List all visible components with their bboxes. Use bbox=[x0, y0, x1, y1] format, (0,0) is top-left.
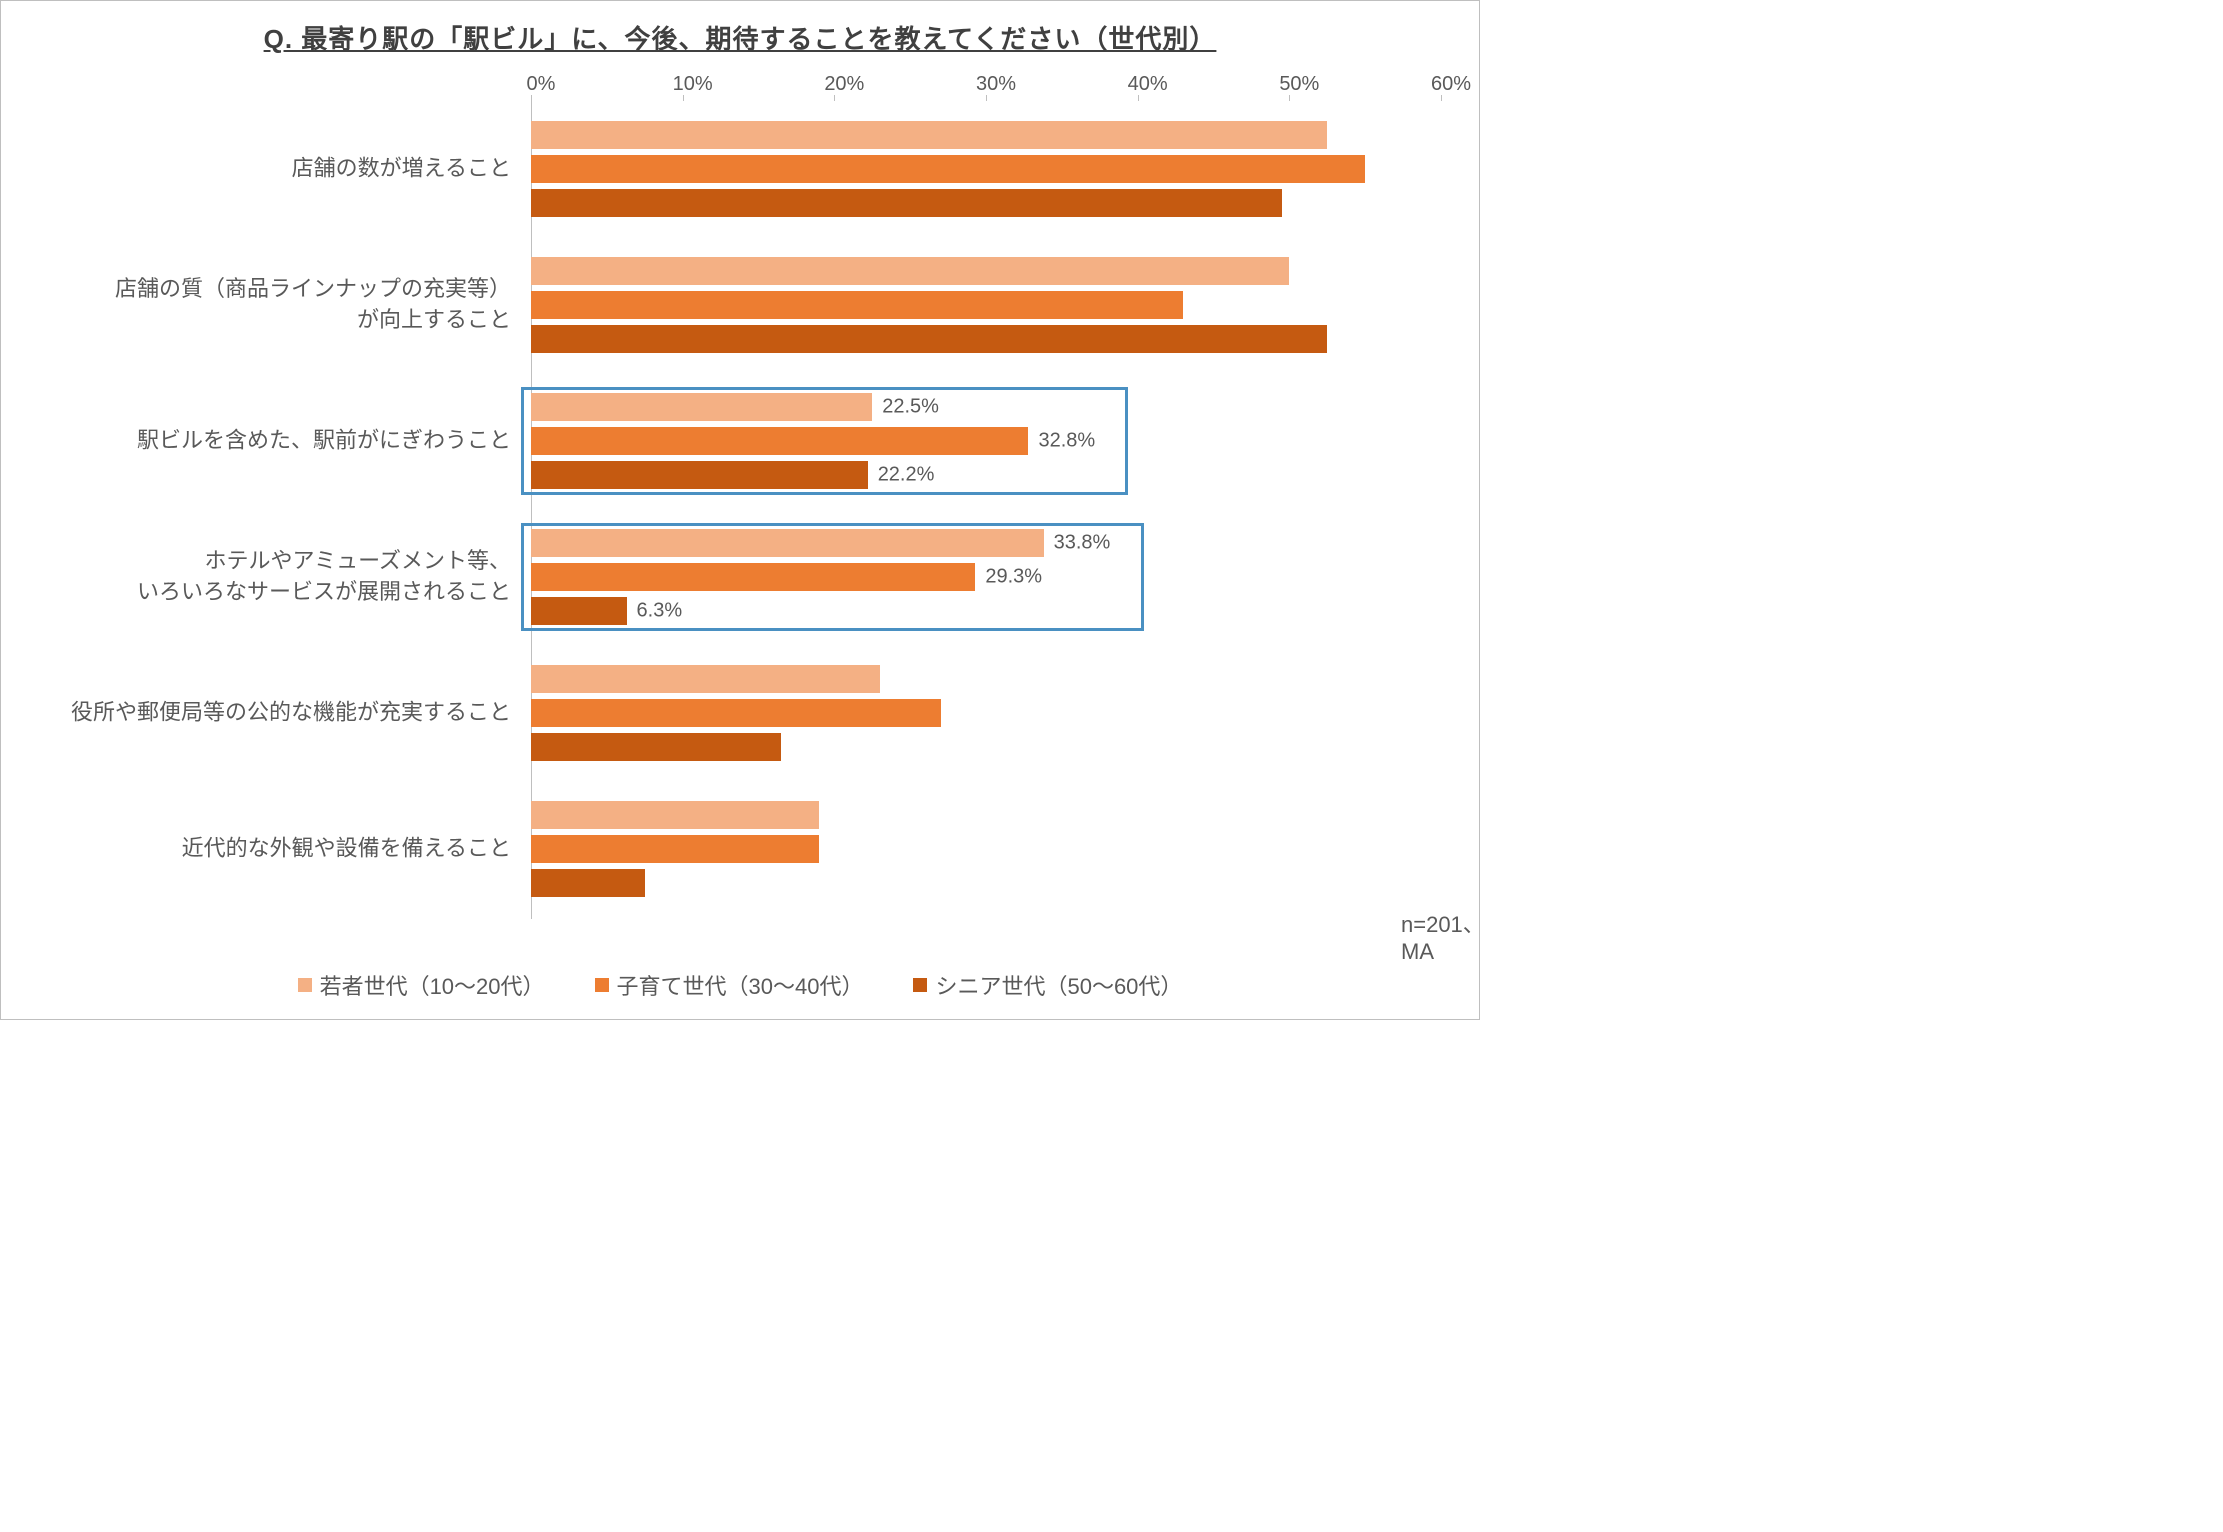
category-row: 駅ビルを含めた、駅前がにぎわうこと 22.5% 32.8% 22.2% bbox=[41, 373, 1439, 509]
legend-swatch bbox=[595, 978, 609, 992]
bar-group: 22.5% 32.8% 22.2% bbox=[531, 373, 1441, 509]
chart-frame: Q. 最寄り駅の「駅ビル」に、今後、期待することを教えてください（世代別） 0%… bbox=[0, 0, 1480, 1020]
category-label: 駅ビルを含めた、駅前がにぎわうこと bbox=[41, 426, 511, 457]
bar bbox=[531, 121, 1327, 149]
bar bbox=[531, 189, 1282, 217]
x-tick-label: 0% bbox=[511, 73, 571, 97]
x-tick-label: 30% bbox=[966, 73, 1026, 97]
bar bbox=[531, 597, 627, 625]
bar-group bbox=[531, 101, 1441, 237]
legend-label: 若者世代（10～20代） bbox=[320, 969, 545, 1001]
category-label: 店舗の質（商品ラインナップの充実等） が向上すること bbox=[41, 274, 511, 336]
legend-item: シニア世代（50～60代） bbox=[913, 969, 1182, 1001]
bar-group: 33.8% 29.3% 6.3% bbox=[531, 509, 1441, 645]
bar bbox=[531, 257, 1289, 285]
bar-group bbox=[531, 781, 1441, 917]
legend-swatch bbox=[298, 978, 312, 992]
bar-value-label: 22.5% bbox=[882, 396, 939, 419]
bar bbox=[531, 155, 1365, 183]
bar bbox=[531, 563, 975, 591]
bar bbox=[531, 291, 1183, 319]
legend-label: シニア世代（50～60代） bbox=[935, 969, 1182, 1001]
chart-area: 0%10%20%30%40%50%60%店舗の数が増えること店舗の質（商品ライン… bbox=[41, 71, 1439, 949]
plot-area: 0%10%20%30%40%50%60%店舗の数が増えること店舗の質（商品ライン… bbox=[41, 101, 1439, 919]
category-row: ホテルやアミューズメント等、 いろいろなサービスが展開されること 33.8% 29.… bbox=[41, 509, 1439, 645]
bar bbox=[531, 699, 941, 727]
x-tick-label: 20% bbox=[814, 73, 874, 97]
bar-value-label: 29.3% bbox=[985, 566, 1042, 589]
x-tick-label: 10% bbox=[663, 73, 723, 97]
category-row: 役所や郵便局等の公的な機能が充実すること bbox=[41, 645, 1439, 781]
bar bbox=[531, 529, 1044, 557]
sample-size-note: n=201、MA bbox=[1401, 907, 1485, 965]
bar bbox=[531, 801, 819, 829]
category-label: 役所や郵便局等の公的な機能が充実すること bbox=[41, 698, 511, 729]
bar bbox=[531, 869, 645, 897]
category-row: 近代的な外観や設備を備えること bbox=[41, 781, 1439, 917]
bar bbox=[531, 665, 880, 693]
bar bbox=[531, 427, 1028, 455]
bar bbox=[531, 393, 872, 421]
bar bbox=[531, 835, 819, 863]
legend-label: 子育て世代（30～40代） bbox=[617, 969, 864, 1001]
category-row: 店舗の数が増えること bbox=[41, 101, 1439, 237]
chart-title: Q. 最寄り駅の「駅ビル」に、今後、期待することを教えてください（世代別） bbox=[1, 19, 1479, 56]
category-row: 店舗の質（商品ラインナップの充実等） が向上すること bbox=[41, 237, 1439, 373]
bar bbox=[531, 733, 781, 761]
bar-value-label: 33.8% bbox=[1054, 532, 1111, 555]
x-tick-label: 60% bbox=[1421, 73, 1481, 97]
legend-item: 子育て世代（30～40代） bbox=[595, 969, 864, 1001]
bar bbox=[531, 325, 1327, 353]
bar bbox=[531, 461, 868, 489]
category-label: ホテルやアミューズメント等、 いろいろなサービスが展開されること bbox=[41, 546, 511, 608]
legend-item: 若者世代（10～20代） bbox=[298, 969, 545, 1001]
bar-group bbox=[531, 645, 1441, 781]
x-tick-label: 50% bbox=[1269, 73, 1329, 97]
bar-value-label: 32.8% bbox=[1038, 430, 1095, 453]
bar-group bbox=[531, 237, 1441, 373]
category-label: 近代的な外観や設備を備えること bbox=[41, 834, 511, 865]
bar-value-label: 22.2% bbox=[878, 464, 935, 487]
legend: 若者世代（10～20代） 子育て世代（30～40代） シニア世代（50～60代） bbox=[1, 969, 1479, 1001]
category-label: 店舗の数が増えること bbox=[41, 154, 511, 185]
x-tick-label: 40% bbox=[1118, 73, 1178, 97]
legend-swatch bbox=[913, 978, 927, 992]
bar-value-label: 6.3% bbox=[637, 600, 683, 623]
